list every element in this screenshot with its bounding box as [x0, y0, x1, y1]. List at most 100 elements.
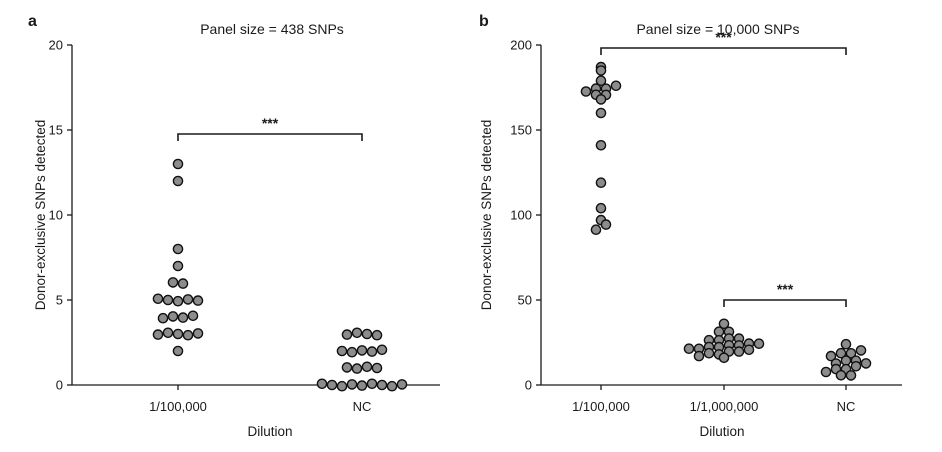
panel-b-significance-bracket: [600, 47, 847, 55]
panel-a-y-tick-label: 0: [56, 378, 63, 393]
panel-a-data-point: [172, 328, 184, 340]
panel-a-data-point: [177, 278, 189, 289]
panel-a-y-tick-label: 20: [49, 38, 63, 53]
panel-b-data-point: [610, 80, 622, 92]
panel-b-data-point: [595, 177, 607, 188]
panel-a-y-tick-label: 5: [56, 293, 63, 308]
panel-b-title: Panel size = 10,000 SNPs: [636, 21, 799, 37]
panel-a-data-point: [336, 380, 348, 392]
panel-b: b Panel size = 10,000 SNPs Donor-exclusi…: [479, 13, 902, 439]
panel-b-data-point: [718, 318, 730, 330]
panel-a-data-point: [172, 345, 184, 357]
panel-b-x-tick-label: 1/1,000,000: [690, 399, 759, 414]
panel-b-significance-label: ***: [715, 29, 732, 45]
panel-b-data-point: [753, 338, 765, 350]
panel-b-data-point: [595, 202, 607, 214]
panel-b-y-tick-label: 50: [518, 293, 532, 308]
panel-b-data-point: [835, 369, 847, 381]
panel-a-title: Panel size = 438 SNPs: [200, 21, 344, 37]
panel-a-data-point: [346, 379, 358, 390]
panel-a-data-point: [172, 260, 184, 272]
panel-b-data-point: [840, 338, 852, 350]
panel-a-data-point: [192, 295, 204, 306]
panel-b-data-point: [595, 139, 607, 151]
panel-b-data-point: [825, 350, 837, 362]
panel-b-y-tick-label: 100: [510, 208, 532, 223]
panel-a-x-tick-label: NC: [353, 399, 372, 414]
panel-a-data-point: [192, 328, 204, 339]
panel-a: a Panel size = 438 SNPs Donor-exclusive …: [28, 13, 440, 439]
panel-a-data-point: [172, 175, 184, 187]
panel-a-letter: a: [28, 13, 37, 30]
panel-a-data-point: [356, 380, 368, 391]
panel-b-data-point: [713, 326, 725, 338]
panel-b-data-point: [595, 75, 607, 86]
panel-b-y-axis-title: Donor-exclusive SNPs detected: [479, 120, 494, 311]
panel-a-data-point: [376, 379, 388, 391]
panel-b-data-point: [743, 344, 755, 356]
panel-b-significance-label: ***: [777, 281, 794, 297]
panel-a-data-point: [187, 310, 199, 322]
panel-b-data-point: [595, 107, 607, 119]
panel-b-data-point: [850, 360, 862, 372]
panel-a-x-axis-title: Dilution: [247, 424, 292, 439]
panel-a-y-axis-title: Donor-exclusive SNPs detected: [33, 120, 48, 311]
panel-a-data-point: [341, 329, 353, 340]
panel-b-letter: b: [479, 13, 489, 30]
panel-a-data-point: [182, 294, 194, 305]
panel-b-data-point: [703, 347, 715, 359]
panel-b-data-point: [845, 370, 857, 381]
panel-a-data-point: [356, 345, 368, 356]
panel-b-data-point: [595, 65, 607, 76]
panel-a-data-point: [172, 243, 184, 255]
panel-b-data-point: [718, 352, 730, 364]
panel-a-data-point: [346, 346, 358, 358]
panel-a-data-point: [316, 378, 328, 390]
panel-a-data-point: [167, 277, 179, 288]
panel-b-data-point: [590, 224, 602, 235]
panel-a-data-point: [366, 378, 378, 390]
panel-b-data-point: [600, 219, 612, 230]
panel-b-x-tick-label: 1/100,000: [572, 399, 630, 414]
panel-a-data-point: [152, 329, 164, 340]
panel-b-significance-bracket: [723, 299, 847, 307]
panel-b-data-point: [860, 358, 872, 369]
panel-a-data-point: [162, 294, 174, 306]
panel-a-significance-bracket: [177, 133, 363, 141]
panel-a-data-point: [371, 362, 383, 374]
panel-a-y-tick-label: 15: [49, 123, 63, 138]
panel-a-data-point: [162, 327, 174, 339]
panel-a-data-point: [341, 362, 353, 373]
panel-a-data-point: [361, 328, 373, 340]
panel-b-data-point: [845, 347, 857, 359]
panel-b-data-point: [693, 350, 705, 362]
panel-a-data-point: [376, 344, 388, 356]
panel-a-data-point: [371, 329, 383, 341]
panel-b-data-point: [835, 347, 847, 359]
panel-b-y-tick-label: 150: [510, 123, 532, 138]
panel-a-data-point: [172, 158, 184, 170]
panel-b-y-tick-label: 200: [510, 38, 532, 53]
panel-b-data-point: [683, 343, 695, 355]
panel-a-data-point: [182, 329, 194, 341]
panel-b-y-tick-label: 0: [525, 378, 532, 393]
panel-b-data-point: [855, 345, 867, 356]
panel-a-x-tick-label: 1/100,000: [149, 399, 207, 414]
panel-b-data-point: [580, 86, 592, 97]
panel-a-data-point: [172, 295, 184, 307]
panel-b-data-point: [840, 355, 852, 366]
panel-b-x-axis-title: Dilution: [699, 424, 744, 439]
panel-a-data-point: [366, 346, 378, 357]
panel-a-data-point: [157, 312, 169, 324]
panel-a-data-point: [351, 327, 363, 339]
panel-a-data-point: [386, 380, 398, 392]
panel-a-data-point: [351, 363, 363, 374]
panel-b-data-point: [820, 366, 832, 378]
panel-a-y-tick-label: 10: [49, 208, 63, 223]
panel-a-data-point: [167, 311, 179, 322]
panel-b-data-point: [595, 94, 607, 105]
panel-b-data-point: [733, 346, 745, 357]
panel-a-data-point: [336, 345, 348, 357]
panel-a-data-point: [152, 293, 164, 305]
